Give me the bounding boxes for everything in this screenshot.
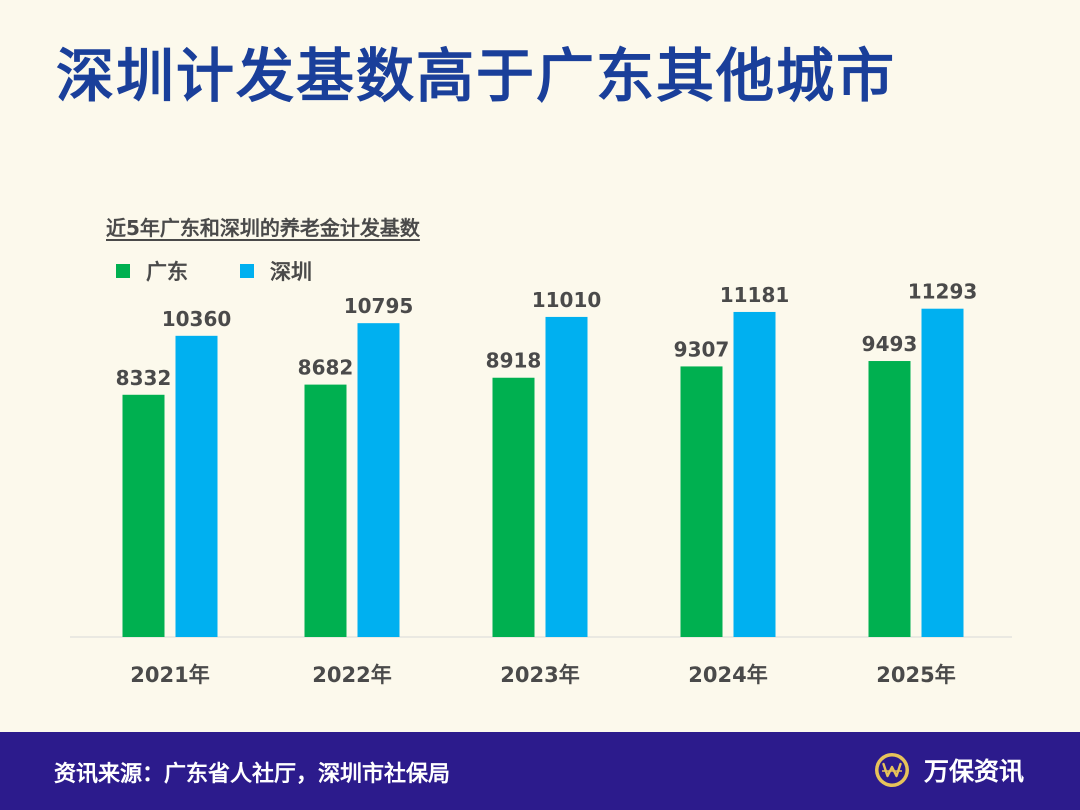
- bar-guangdong-3: [680, 366, 723, 637]
- bar-shenzhen-1: [357, 323, 400, 637]
- bar-shenzhen-3: [733, 311, 776, 637]
- chart-title: 近5年广东和深圳的养老金计发基数: [106, 216, 420, 240]
- page-title: 深圳计发基数高于广东其他城市: [56, 42, 897, 110]
- data-label-shenzhen-4: 11293: [908, 280, 978, 304]
- legend-item-shenzhen: 深圳: [240, 256, 312, 286]
- source-note: 资讯来源：广东省人社厅，深圳市社保局: [54, 762, 451, 787]
- bar-guangdong-2: [492, 377, 535, 637]
- footer-bar: 资讯来源：广东省人社厅，深圳市社保局 万保资讯: [0, 732, 1080, 810]
- x-tick-label-0: 2021年: [130, 663, 209, 687]
- bar-guangdong-1: [304, 384, 347, 637]
- bar-shenzhen-4: [921, 308, 964, 637]
- chart-legend: 广东 深圳: [116, 256, 364, 286]
- legend-label-shenzhen: 深圳: [270, 260, 312, 284]
- bar-guangdong-0: [122, 394, 165, 637]
- legend-swatch-guangdong: [116, 264, 130, 278]
- data-label-shenzhen-1: 10795: [344, 294, 414, 318]
- data-label-shenzhen-3: 11181: [720, 283, 790, 307]
- brand-name: 万保资讯: [923, 757, 1024, 786]
- bar-guangdong-4: [868, 361, 911, 637]
- data-label-shenzhen-2: 11010: [532, 288, 602, 312]
- w-logo-icon: [874, 753, 909, 787]
- bar-shenzhen-2: [545, 316, 588, 637]
- data-label-guangdong-1: 8682: [298, 356, 354, 380]
- data-label-guangdong-2: 8918: [486, 349, 542, 373]
- bar-chart: 8332 10360 2021年 8682 10795 2022年 8918 11010 202…: [70, 280, 1012, 687]
- x-tick-label-1: 2022年: [312, 663, 391, 687]
- legend-item-guangdong: 广东: [116, 256, 188, 286]
- x-tick-label-2: 2023年: [500, 663, 579, 687]
- data-label-guangdong-3: 9307: [674, 337, 730, 361]
- x-tick-label-4: 2025年: [876, 663, 955, 687]
- data-label-shenzhen-0: 10360: [162, 307, 232, 331]
- brand: 万保资讯: [874, 752, 1024, 788]
- data-label-guangdong-0: 8332: [116, 366, 172, 390]
- data-label-guangdong-4: 9493: [862, 332, 918, 356]
- legend-swatch-shenzhen: [240, 264, 254, 278]
- legend-label-guangdong: 广东: [146, 260, 188, 284]
- bar-shenzhen-0: [175, 335, 218, 637]
- x-tick-label-3: 2024年: [688, 663, 767, 687]
